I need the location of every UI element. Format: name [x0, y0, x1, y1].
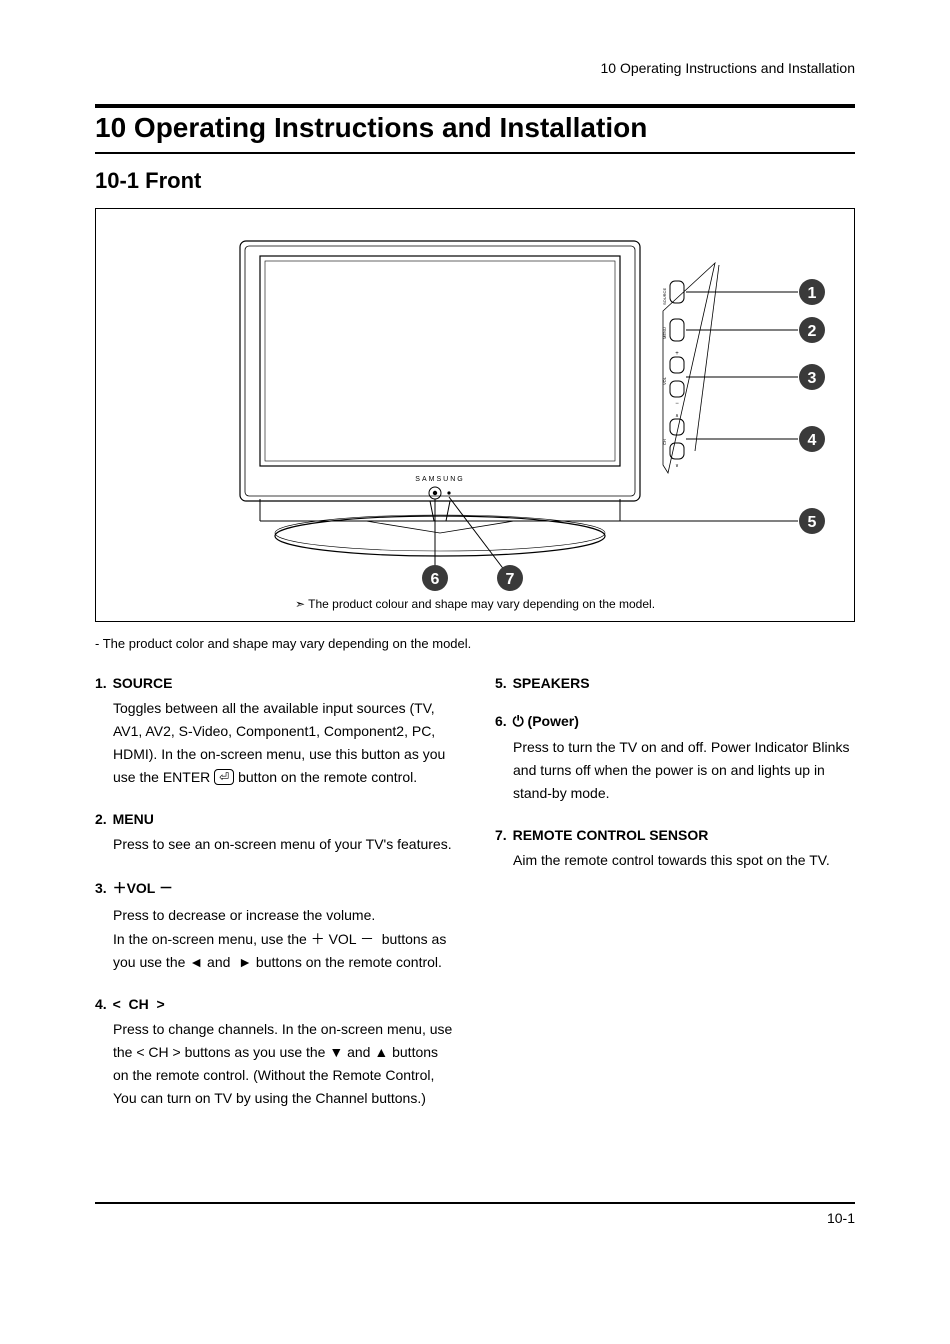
- svg-text:SOURCE: SOURCE: [662, 288, 667, 305]
- tv-front-diagram: SAMSUNG SOURCE MENU: [110, 221, 840, 591]
- page-number: 10-1: [95, 1210, 855, 1226]
- callout-6: 6: [422, 565, 448, 591]
- section-title: 10-1 Front: [95, 168, 855, 194]
- item-menu: 2. MENU Press to see an on-screen menu o…: [95, 811, 455, 856]
- svg-text:1: 1: [808, 285, 817, 302]
- item-power: 6. ⏻ (Power) Press to turn the TV on and…: [495, 713, 855, 805]
- svg-text:6: 6: [431, 571, 440, 588]
- description-columns: 1. SOURCE Toggles between all the availa…: [95, 675, 855, 1132]
- caption-arrow-icon: ➣: [295, 597, 308, 611]
- page-footer: 10-1: [95, 1202, 855, 1226]
- callout-7: 7: [497, 565, 523, 591]
- rule-top: [95, 104, 855, 108]
- callout-5: 5: [799, 508, 825, 534]
- svg-text:VOL: VOL: [662, 376, 667, 385]
- svg-text:5: 5: [808, 514, 817, 531]
- diagram-caption: ➣ The product colour and shape may vary …: [110, 597, 840, 611]
- side-button-panel: SOURCE MENU + VOL − ∧ CH ∨: [662, 263, 719, 473]
- brand-text: SAMSUNG: [415, 476, 464, 483]
- item-ch: 4. < CH > Press to change channels. In t…: [95, 996, 455, 1110]
- svg-text:−: −: [675, 401, 679, 407]
- svg-text:∨: ∨: [675, 463, 679, 469]
- chapter-title: 10 Operating Instructions and Installati…: [95, 112, 855, 144]
- right-column: 5. SPEAKERS 6. ⏻ (Power) Press to turn t…: [495, 675, 855, 1132]
- left-column: 1. SOURCE Toggles between all the availa…: [95, 675, 455, 1132]
- running-header: 10 Operating Instructions and Installati…: [95, 60, 855, 76]
- svg-text:3: 3: [808, 370, 817, 387]
- svg-text:MENU: MENU: [662, 327, 667, 339]
- rule-under-title: [95, 152, 855, 154]
- item-speakers: 5. SPEAKERS: [495, 675, 855, 691]
- svg-text:+: +: [675, 351, 679, 357]
- item-remote-sensor: 7. REMOTE CONTROL SENSOR Aim the remote …: [495, 827, 855, 872]
- callout-1: 1: [799, 279, 825, 305]
- callout-3: 3: [799, 364, 825, 390]
- svg-text:CH: CH: [662, 439, 667, 445]
- svg-text:2: 2: [808, 323, 817, 340]
- page: 10 Operating Instructions and Installati…: [0, 0, 950, 1266]
- power-icon: ⏻: [513, 713, 524, 729]
- svg-text:∧: ∧: [675, 413, 679, 419]
- svg-text:7: 7: [506, 571, 515, 588]
- under-diagram-note: - The product color and shape may vary d…: [95, 636, 855, 651]
- svg-text:4: 4: [808, 432, 817, 449]
- callout-2: 2: [799, 317, 825, 343]
- diagram-container: SAMSUNG SOURCE MENU: [95, 208, 855, 622]
- rule-footer: [95, 1202, 855, 1204]
- callout-4: 4: [799, 426, 825, 452]
- item-source: 1. SOURCE Toggles between all the availa…: [95, 675, 455, 789]
- item-vol: 3. ＋VOL － Press to decrease or increase …: [95, 878, 455, 973]
